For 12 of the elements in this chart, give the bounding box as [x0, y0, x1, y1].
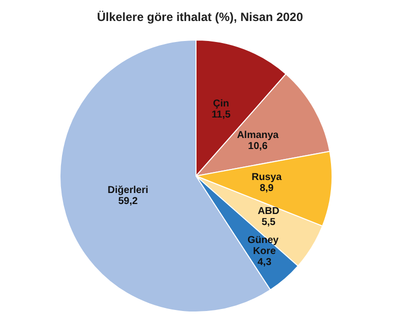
- slice-label: Almanya: [236, 130, 280, 142]
- data-label: 59,2: [118, 196, 138, 208]
- data-label: 5,5: [262, 217, 276, 228]
- slice-label: ABD: [258, 206, 280, 218]
- slice-label: Rusya: [252, 172, 282, 183]
- slice-label: Diğerleri: [108, 185, 148, 196]
- data-label: 8,9: [260, 182, 274, 194]
- chart-title: Ülkelere göre ithalat (%), Nisan 2020: [96, 10, 304, 24]
- data-label: 11,5: [212, 110, 231, 121]
- data-label: 4,3: [257, 257, 272, 268]
- slice-label: Çin: [213, 98, 230, 110]
- data-label: 10,6: [248, 141, 268, 152]
